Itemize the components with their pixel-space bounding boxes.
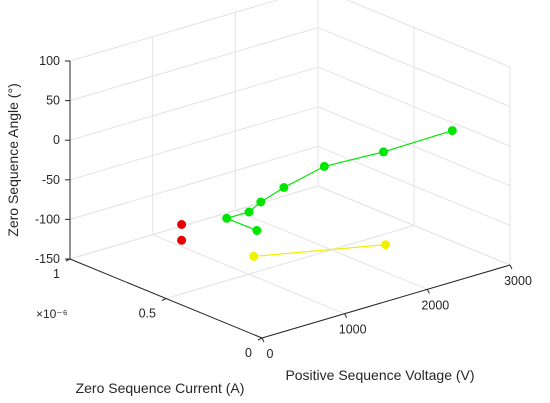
data-point xyxy=(177,220,187,229)
x-tick xyxy=(509,264,513,270)
y-tick-label: 0 xyxy=(245,346,252,360)
grid-line-floor-y xyxy=(165,225,415,299)
series-2 xyxy=(249,240,390,261)
grid-line-back-z xyxy=(69,0,280,62)
y-tick xyxy=(161,298,167,301)
z-tick-label: 100 xyxy=(39,54,60,68)
grid-line-back-z xyxy=(69,185,319,260)
grid-line-side-z xyxy=(317,27,511,108)
z-axis-label: Zero Sequence Angle (°) xyxy=(5,83,21,236)
grid-line-back-z xyxy=(69,106,319,181)
z-tick-label: -150 xyxy=(35,252,60,266)
x-tick-label: 2000 xyxy=(421,298,449,312)
data-point xyxy=(319,161,329,171)
x-tick xyxy=(261,337,265,343)
series-0 xyxy=(222,126,457,235)
grid-layer xyxy=(69,0,511,339)
series-1 xyxy=(177,220,187,245)
grid-line-back-z xyxy=(69,66,319,141)
series-line xyxy=(224,130,453,232)
x-axis-line xyxy=(261,264,511,339)
data-point xyxy=(279,183,289,192)
x-tick-label: 3000 xyxy=(504,274,532,288)
data-point xyxy=(177,235,187,245)
data-point xyxy=(381,240,390,250)
grid-line-side-z xyxy=(317,66,511,147)
series-line xyxy=(253,244,386,257)
x-tick xyxy=(426,289,430,294)
data-series xyxy=(177,126,457,261)
y-axis-label: Zero Sequence Current (A) xyxy=(76,380,245,396)
data-point xyxy=(244,207,254,217)
grid-line-side-z xyxy=(317,106,511,187)
axis-ticks: 0 1000 2000 3000 0 0.5 1-150 -100 -50 0 50 100 xyxy=(35,54,532,361)
y-tick-label: 1 xyxy=(53,267,60,281)
data-point xyxy=(249,251,259,261)
x-axis-label: Positive Sequence Voltage (V) xyxy=(285,367,474,383)
z-tick-label: -50 xyxy=(42,173,60,187)
data-point xyxy=(222,213,232,223)
data-point xyxy=(447,126,457,136)
z-tick-label: 0 xyxy=(53,133,60,147)
x-tick-label: 0 xyxy=(267,347,274,361)
grid-line-back-z xyxy=(69,145,319,220)
z-tick-label: -100 xyxy=(35,212,60,226)
x-tick xyxy=(344,313,348,318)
data-point xyxy=(252,226,262,235)
z-tick-label: 50 xyxy=(46,94,60,108)
grid-line-side-z xyxy=(317,185,511,266)
data-point xyxy=(256,197,266,207)
data-point xyxy=(379,147,388,157)
y-axis-exponent: ×10⁻⁶ xyxy=(36,307,68,321)
y-tick-label: 0.5 xyxy=(139,307,156,321)
grid-line-side-z xyxy=(345,0,511,68)
y-tick xyxy=(257,337,263,341)
x-tick-label: 1000 xyxy=(339,323,367,337)
grid-line-back-z xyxy=(69,27,319,102)
